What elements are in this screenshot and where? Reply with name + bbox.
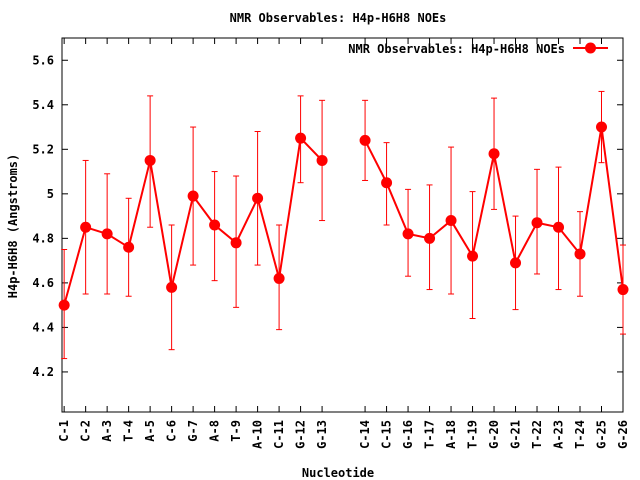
data-point <box>230 237 242 249</box>
x-tick-label: G-7 <box>186 420 200 442</box>
x-tick-label: G-13 <box>315 420 329 449</box>
y-tick-label: 5.4 <box>32 98 54 112</box>
x-tick-label: G-21 <box>509 420 523 449</box>
data-point <box>80 221 92 233</box>
data-point <box>123 241 135 253</box>
data-point <box>531 217 543 229</box>
x-tick-label: A-10 <box>251 420 265 449</box>
x-tick-label: A-18 <box>444 420 458 449</box>
y-tick-label: 4.8 <box>32 231 54 245</box>
x-tick-label: T-22 <box>530 420 544 449</box>
y-axis-ticks: 4.2 4.4 4.6 4.8 5 5.2 5.4 5.6 <box>32 53 623 379</box>
data-point <box>617 284 629 296</box>
x-tick-label: G-26 <box>616 420 630 449</box>
x-tick-label: C-15 <box>380 420 394 449</box>
data-point <box>58 299 70 311</box>
x-tick-label: C-11 <box>272 420 286 449</box>
x-tick-label: A-3 <box>100 420 114 442</box>
x-tick-label: T-4 <box>122 420 136 442</box>
data-point <box>144 154 156 166</box>
data-point <box>209 219 221 231</box>
x-tick-label: A-8 <box>208 420 222 442</box>
y-tick-label: 4.4 <box>32 320 54 334</box>
y-axis-label: H4p-H6H8 (Angstroms) <box>6 154 20 299</box>
data-point <box>596 121 608 133</box>
data-point <box>402 228 414 240</box>
x-tick-label: C-1 <box>57 420 71 442</box>
y-tick-label: 5.2 <box>32 142 54 156</box>
data-point <box>359 134 371 146</box>
x-tick-label: T-17 <box>423 420 437 449</box>
data-point <box>488 148 500 160</box>
data-point <box>252 192 264 204</box>
y-tick-label: 4.6 <box>32 276 54 290</box>
series-layer <box>58 90 629 360</box>
x-tick-label: C-6 <box>165 420 179 442</box>
x-tick-label: G-20 <box>487 420 501 449</box>
data-point <box>553 221 565 233</box>
legend: NMR Observables: H4p-H6H8 NOEs <box>348 42 608 56</box>
y-tick-label: 5 <box>47 187 54 201</box>
chart-title: NMR Observables: H4p-H6H8 NOEs <box>230 11 447 25</box>
data-point <box>166 281 178 293</box>
x-axis-label: Nucleotide <box>302 466 374 480</box>
x-tick-label: A-23 <box>552 420 566 449</box>
x-tick-label: G-25 <box>595 420 609 449</box>
data-point <box>424 232 436 244</box>
y-tick-label: 4.2 <box>32 365 54 379</box>
plot-frame <box>61 37 624 413</box>
x-tick-label: G-16 <box>401 420 415 449</box>
legend-marker-swatch <box>585 42 596 54</box>
data-point <box>273 272 285 284</box>
data-point <box>574 248 586 260</box>
x-tick-label: T-24 <box>573 420 587 449</box>
data-point <box>381 177 393 189</box>
legend-label: NMR Observables: H4p-H6H8 NOEs <box>348 42 565 56</box>
x-tick-label: T-19 <box>466 420 480 449</box>
x-tick-label: T-9 <box>229 420 243 442</box>
x-tick-label: C-14 <box>358 420 372 449</box>
x-tick-label: C-2 <box>79 420 93 442</box>
x-tick-label: A-5 <box>143 420 157 442</box>
x-tick-label: G-12 <box>294 420 308 449</box>
data-point <box>101 228 113 240</box>
data-point <box>295 132 307 144</box>
data-point <box>187 190 199 202</box>
y-tick-label: 5.6 <box>32 53 54 67</box>
x-axis-ticks: C-1 C-2 A-3 T-4 A-5 C-6 G-7 A-8 T-9 A-10 C-11 G-12 G… <box>57 38 630 449</box>
data-point <box>316 154 328 166</box>
data-point <box>510 257 522 269</box>
data-point <box>467 250 479 262</box>
data-point <box>445 215 457 227</box>
